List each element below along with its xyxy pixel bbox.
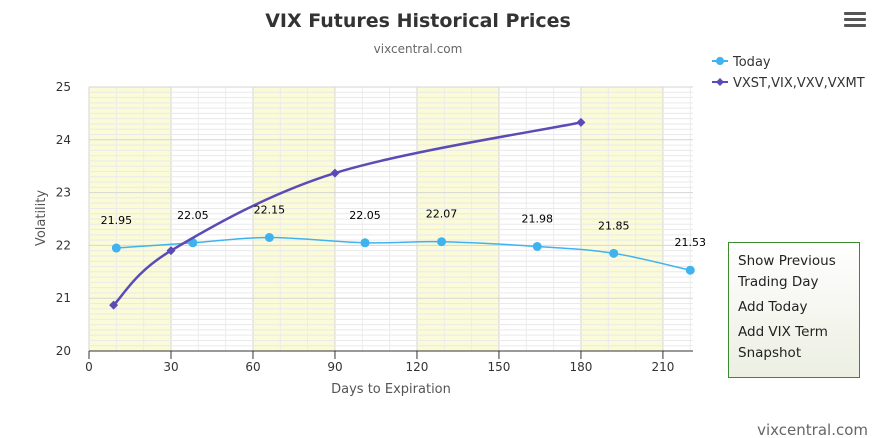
x-tick-label: 120 (406, 360, 429, 374)
data-label: 22.07 (426, 208, 458, 221)
series-line (116, 236, 691, 271)
data-label: 22.05 (177, 209, 209, 222)
y-tick-label: 25 (56, 80, 71, 94)
data-label: 21.53 (675, 236, 707, 249)
y-axis-title: Volatility (34, 190, 49, 246)
x-tick-label: 90 (327, 360, 342, 374)
x-tick-label: 30 (163, 360, 178, 374)
data-point[interactable] (609, 248, 619, 258)
legend-marker (716, 78, 724, 86)
data-point[interactable] (109, 300, 119, 310)
data-point[interactable] (685, 265, 695, 275)
chart-title: VIX Futures Historical Prices (265, 10, 571, 32)
y-tick-label: 23 (56, 186, 71, 200)
add-vix-term-snapshot-button[interactable]: Add VIX Term Snapshot (738, 324, 828, 361)
data-point[interactable] (360, 238, 370, 248)
y-tick-label: 22 (56, 238, 71, 252)
legend[interactable]: Today VXST,VIX,VXV,VXMT (712, 55, 865, 91)
data-label: 21.98 (521, 212, 553, 225)
credit-link[interactable]: vixcentral.com (757, 421, 868, 438)
action-menu: Show Previous Trading Day Add Today Add … (728, 242, 860, 378)
data-label: 21.85 (598, 219, 630, 232)
data-point[interactable] (264, 232, 274, 242)
data-point[interactable] (576, 117, 586, 127)
legend-label[interactable]: Today (732, 55, 771, 70)
data-label: 21.95 (101, 214, 133, 227)
series-line (112, 121, 582, 306)
data-point[interactable] (437, 237, 447, 247)
data-label: 22.15 (254, 203, 286, 216)
data-point[interactable] (166, 246, 176, 256)
legend-label[interactable]: VXST,VIX,VXV,VXMT (733, 76, 865, 91)
y-tick-label: 21 (56, 291, 71, 305)
chart-subtitle: vixcentral.com (374, 42, 463, 56)
y-tick-label: 20 (56, 344, 71, 358)
series-layer (109, 117, 695, 310)
x-axis-title: Days to Expiration (331, 382, 451, 397)
show-previous-trading-day-button[interactable]: Show Previous Trading Day (738, 253, 836, 290)
hamburger-menu-icon[interactable] (842, 10, 868, 32)
x-tick-label: 60 (245, 360, 260, 374)
data-label: 22.05 (349, 209, 381, 222)
legend-marker (716, 57, 724, 65)
x-tick-label: 180 (569, 360, 592, 374)
x-tick-label: 210 (651, 360, 674, 374)
axes: 0 30 60 90 120 150 180 210 20 21 22 23 24 25 (56, 80, 693, 374)
data-labels: 21.95 22.05 22.15 22.05 22.07 21.98 21.85 21.53 (101, 203, 706, 249)
data-point[interactable] (330, 168, 340, 178)
y-tick-label: 24 (56, 133, 71, 147)
x-tick-label: 0 (85, 360, 93, 374)
x-tick-label: 150 (488, 360, 511, 374)
data-point[interactable] (532, 241, 542, 251)
add-today-button[interactable]: Add Today (738, 299, 808, 315)
data-point[interactable] (111, 243, 121, 253)
